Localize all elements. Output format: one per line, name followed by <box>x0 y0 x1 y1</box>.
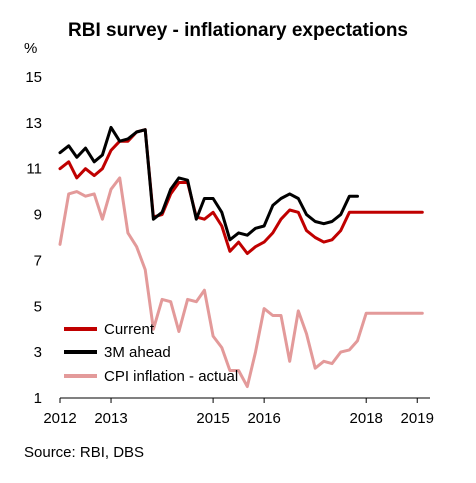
source-note: Source: RBI, DBS <box>24 444 144 461</box>
x-axis-ticks: 2012 2013 2015 2016 2018 2019 <box>43 398 434 427</box>
series-lines <box>58 125 424 388</box>
y-tick-label: 7 <box>34 252 42 269</box>
x-tick-label: 2019 <box>401 410 434 427</box>
x-tick-label: 2012 <box>43 410 76 427</box>
x-tick-label: 2016 <box>247 410 280 427</box>
x-tick-label: 2013 <box>94 410 127 427</box>
x-tick-label: 2018 <box>350 410 383 427</box>
y-unit-label: % <box>24 40 37 57</box>
legend-label: 3M ahead <box>104 344 171 361</box>
y-tick-label: 11 <box>26 161 42 178</box>
y-tick-label: 15 <box>25 69 42 86</box>
legend-label: CPI inflation - actual <box>104 368 238 385</box>
legend-label: Current <box>104 321 155 338</box>
x-tick-label: 2015 <box>196 410 229 427</box>
y-tick-label: 3 <box>34 344 42 361</box>
y-tick-label: 1 <box>34 390 42 407</box>
y-tick-label: 13 <box>25 115 42 132</box>
chart-title: RBI survey - inflationary expectations <box>68 20 408 41</box>
y-tick-label: 9 <box>34 207 42 224</box>
series-line-3m-ahead <box>58 125 359 242</box>
y-tick-label: 5 <box>34 298 42 315</box>
series-line-cpi-inflation-actual <box>58 176 424 388</box>
legend: Current 3M ahead CPI inflation - actual <box>64 321 238 385</box>
